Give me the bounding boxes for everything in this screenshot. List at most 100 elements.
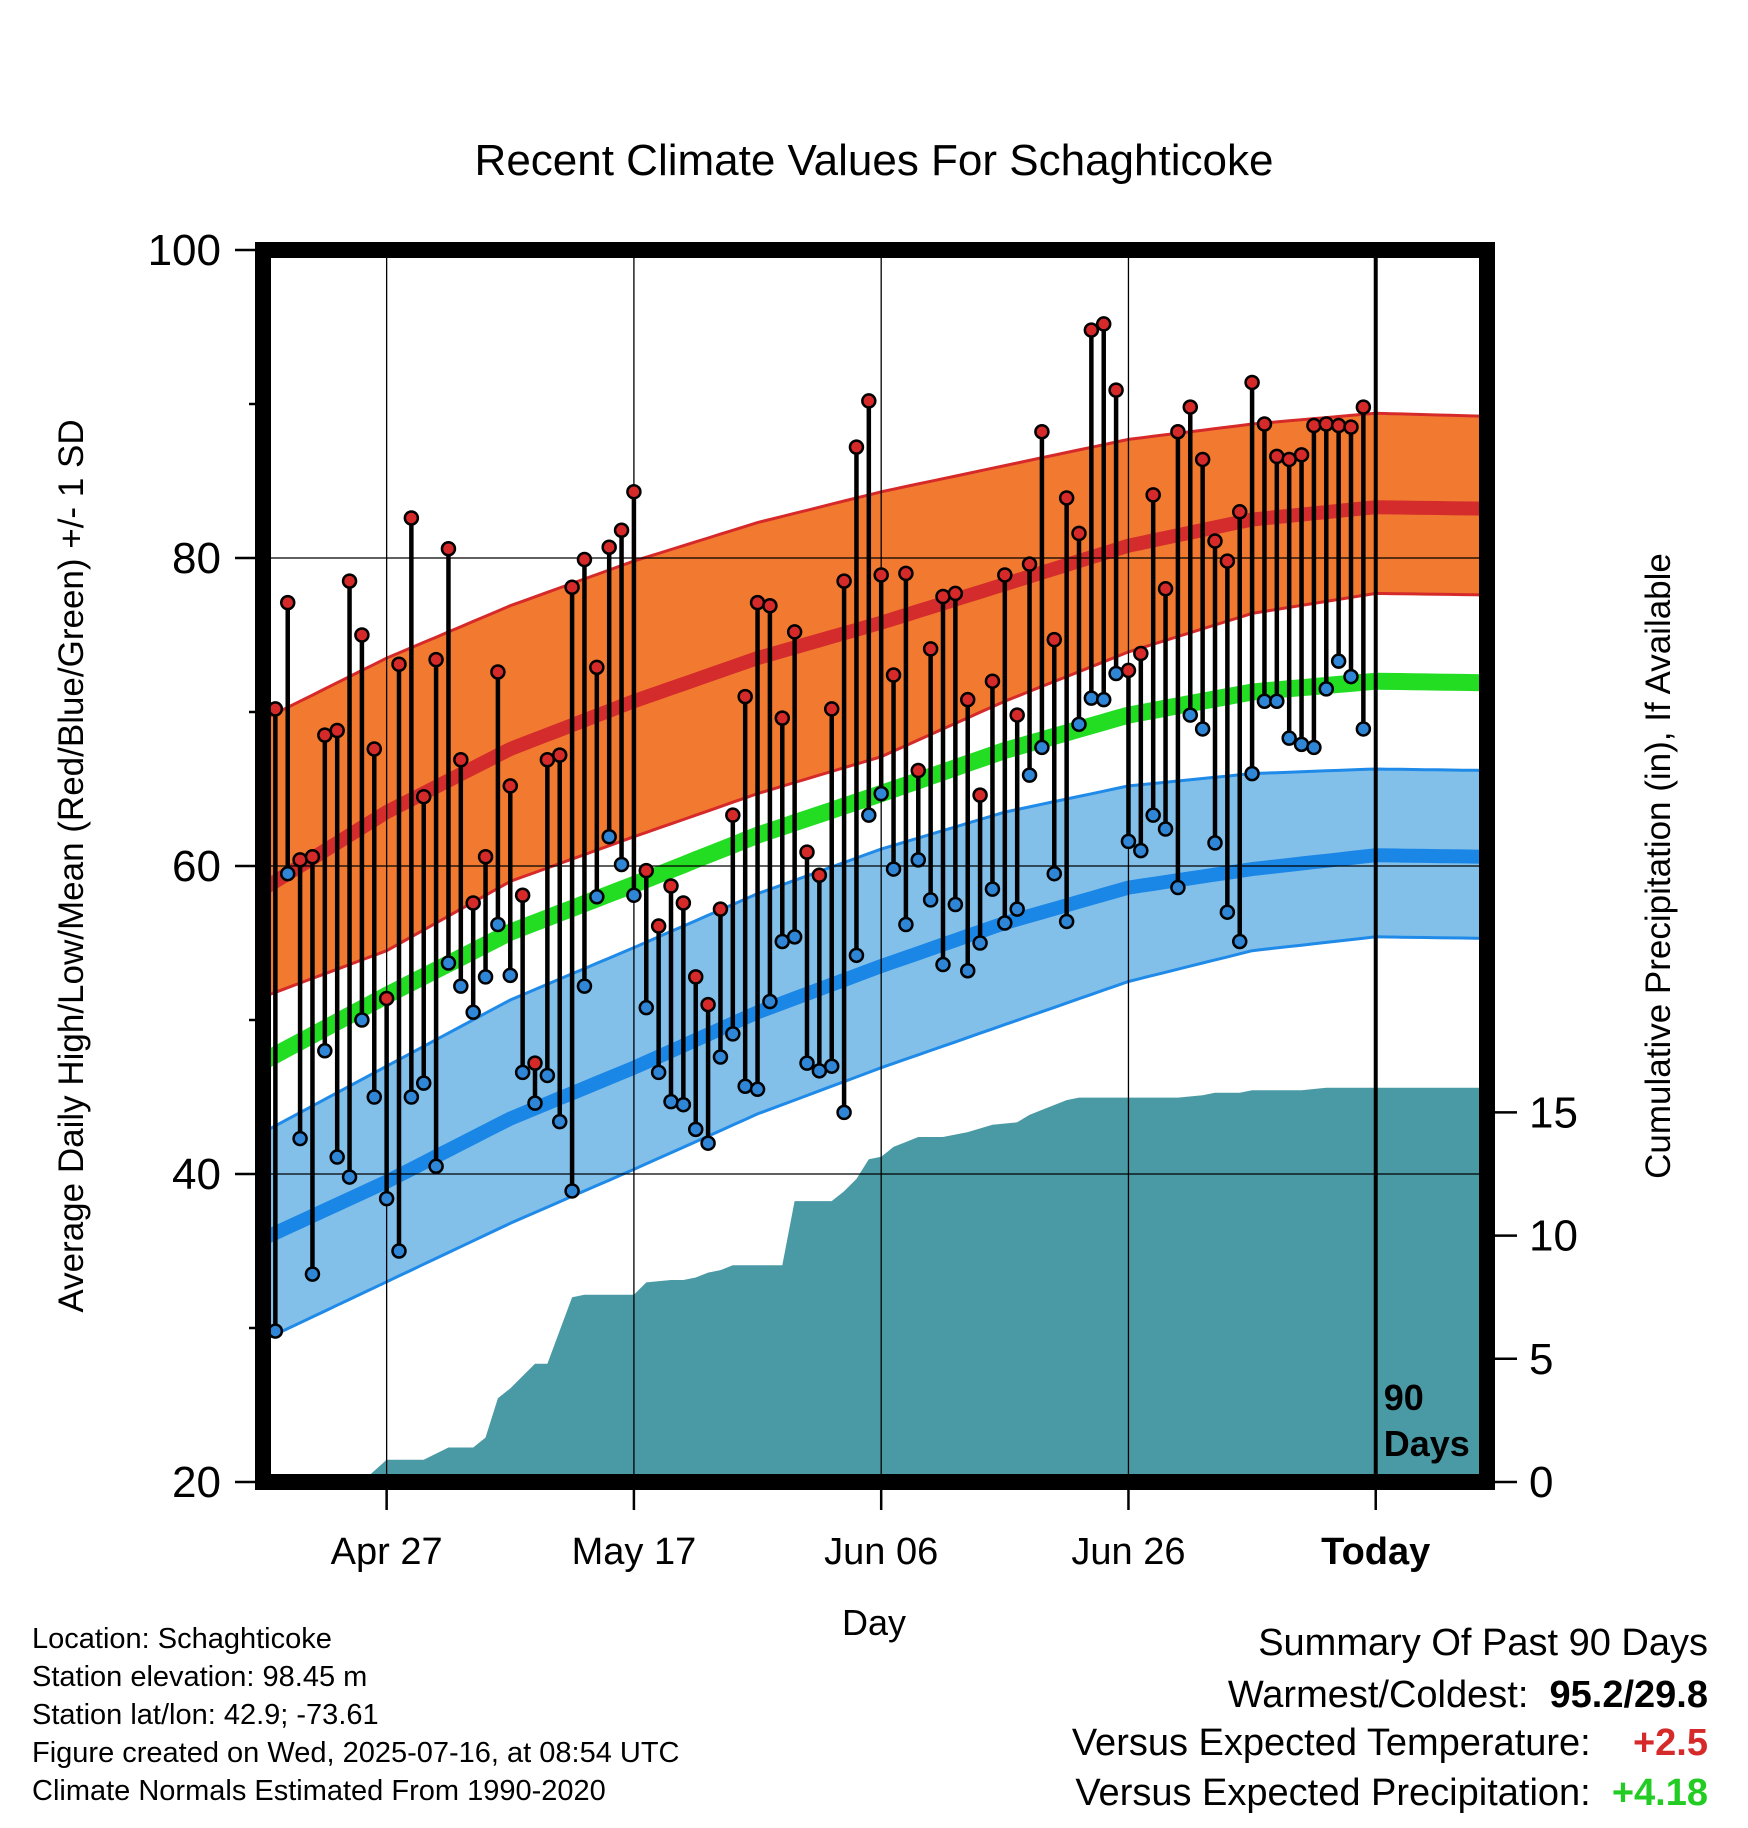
high-point xyxy=(551,747,568,763)
y-tick-label: 40 xyxy=(172,1150,221,1199)
x-tick-label: Today xyxy=(1321,1531,1430,1573)
high-point xyxy=(1256,416,1273,432)
low-point xyxy=(292,1130,308,1147)
low-point xyxy=(1256,693,1273,709)
high-point xyxy=(861,393,877,409)
low-point xyxy=(922,892,939,908)
low-point xyxy=(1269,693,1285,709)
low-point xyxy=(279,865,296,882)
high-point xyxy=(774,710,791,726)
high-point xyxy=(1021,556,1038,572)
low-point xyxy=(1293,736,1310,753)
plot-area: 90 Days xyxy=(255,242,1495,1490)
high-point xyxy=(304,849,321,865)
y2-tick-label: 10 xyxy=(1529,1212,1578,1261)
low-point xyxy=(1219,904,1236,920)
precipitation-area xyxy=(263,1087,1487,1482)
low-point xyxy=(650,1064,667,1081)
high-point xyxy=(799,844,815,860)
today-label-days: Days xyxy=(1384,1423,1470,1464)
x-axis: Apr 27 May 17 Jun 06 Jun 26 Today xyxy=(331,1482,1430,1573)
high-point xyxy=(959,691,976,708)
low-point xyxy=(626,887,642,904)
low-point xyxy=(304,1266,321,1282)
low-point xyxy=(947,896,964,913)
high-point xyxy=(1071,525,1087,542)
summary-temp-value: +2.5 xyxy=(1632,1722,1708,1764)
high-point xyxy=(1306,417,1322,434)
low-point xyxy=(959,962,976,979)
low-point xyxy=(786,929,803,945)
low-point xyxy=(354,1012,370,1028)
high-point xyxy=(749,594,766,611)
high-point xyxy=(354,627,370,643)
low-point xyxy=(428,1158,444,1175)
high-point xyxy=(1182,399,1199,415)
y2-tick-label: 5 xyxy=(1529,1335,1553,1384)
low-point xyxy=(1021,767,1038,783)
summary-warmest-label: Warmest/Coldest: xyxy=(1227,1674,1529,1716)
info-elevation: Station elevation: 98.45 m xyxy=(32,1661,368,1693)
x-axis-label: Day xyxy=(842,1602,906,1643)
low-point xyxy=(836,1104,852,1121)
today-label-90: 90 xyxy=(1384,1377,1424,1418)
y2-axis-label: Cumulative Precipitation (in), If Availa… xyxy=(1639,553,1678,1179)
low-point xyxy=(1046,865,1063,882)
low-point xyxy=(885,861,902,877)
info-created: Figure created on Wed, 2025-07-16, at 08… xyxy=(32,1737,680,1769)
low-point xyxy=(1095,691,1112,708)
high-point xyxy=(997,567,1013,583)
high-point xyxy=(811,867,828,883)
low-point xyxy=(502,967,519,984)
x-tick-label: Apr 27 xyxy=(331,1531,443,1573)
low-point xyxy=(799,1055,815,1071)
low-point xyxy=(774,933,791,950)
grid-layer xyxy=(263,250,1487,1482)
high-point xyxy=(1343,419,1359,435)
high-point xyxy=(391,656,407,673)
low-point xyxy=(1071,716,1087,733)
low-point xyxy=(1231,933,1248,950)
high-point xyxy=(279,594,296,611)
high-point xyxy=(1244,374,1260,391)
high-point xyxy=(613,522,630,539)
low-point xyxy=(984,881,1001,897)
high-point xyxy=(415,788,432,805)
high-point xyxy=(527,1055,543,1071)
high-point xyxy=(564,579,580,596)
low-point xyxy=(527,1095,543,1111)
y-axis-right: 0 5 10 15 xyxy=(1487,1088,1578,1507)
high-point xyxy=(712,901,729,917)
high-point xyxy=(650,918,667,934)
high-point xyxy=(910,762,927,779)
low-point xyxy=(576,978,593,994)
high-point xyxy=(1293,447,1310,463)
low-point xyxy=(663,1093,679,1110)
low-point xyxy=(749,1081,766,1098)
y2-tick-label: 15 xyxy=(1529,1088,1578,1137)
high-point xyxy=(589,659,605,676)
high-point xyxy=(873,567,889,583)
low-point xyxy=(1244,765,1260,782)
high-point xyxy=(1145,487,1161,503)
y-tick-label: 100 xyxy=(148,226,221,275)
high-point xyxy=(626,484,642,500)
low-point xyxy=(341,1169,358,1185)
low-point xyxy=(1034,739,1050,756)
high-point xyxy=(1095,316,1112,332)
low-point xyxy=(378,1190,395,1207)
high-point xyxy=(700,996,716,1013)
summary-warmest-row: Warmest/Coldest: 95.2/29.8 xyxy=(1228,1674,1708,1717)
high-point xyxy=(663,878,679,894)
high-point xyxy=(972,787,988,803)
low-point xyxy=(1330,653,1347,669)
high-point xyxy=(848,439,865,455)
x-tick-label: Jun 26 xyxy=(1071,1531,1185,1573)
low-point xyxy=(873,785,889,802)
high-point xyxy=(1009,707,1025,723)
low-point xyxy=(935,956,951,973)
y2-tick-label: 0 xyxy=(1529,1458,1553,1507)
high-point xyxy=(737,688,753,705)
info-latlon: Station lat/lon: 42.9; -73.61 xyxy=(32,1699,379,1731)
y-axis-label: Average Daily High/Low/Mean (Red/Blue/Gr… xyxy=(52,419,91,1312)
